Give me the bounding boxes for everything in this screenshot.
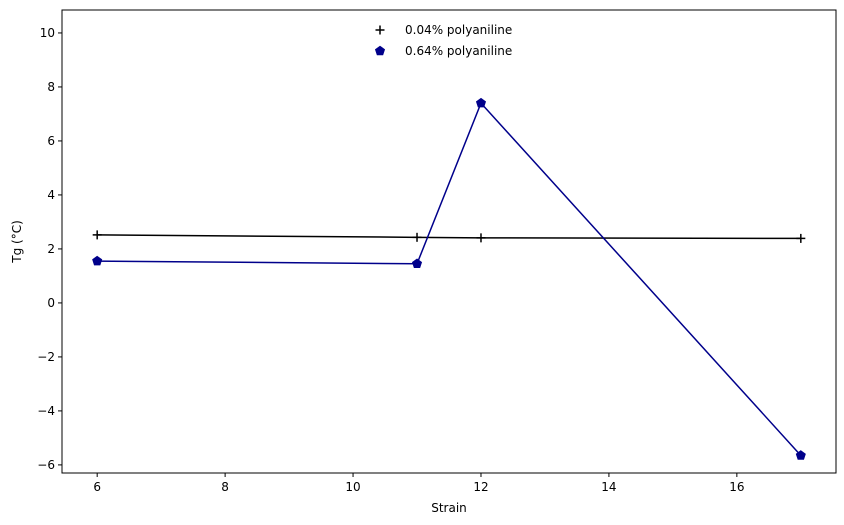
x-tick-label: 16 [729,480,744,494]
x-tick-label: 6 [93,480,101,494]
y-tick-label: −2 [37,350,55,364]
y-tick-label: 6 [47,134,55,148]
x-tick-label: 10 [345,480,360,494]
series-line-1 [97,234,801,240]
data-point-series-2 [795,450,806,460]
data-point-series-1 [796,233,806,243]
x-tick-label: 14 [601,480,616,494]
y-tick-label: 10 [40,26,55,40]
data-point-series-2 [475,97,487,108]
y-tick-label: 0 [47,296,55,310]
data-point-series-1 [476,233,486,243]
data-point-series-1 [92,230,102,240]
y-tick-label: 4 [47,188,55,202]
y-tick-label: 8 [47,80,55,94]
legend: 0.04% polyaniline 0.64% polyaniline [374,23,512,58]
x-axis-ticks: 6 8 10 12 14 16 [93,473,744,494]
y-tick-label: −4 [37,404,55,418]
legend-marker-1 [375,25,385,35]
plot-frame [61,9,837,474]
x-axis-label: Strain [431,501,467,515]
legend-label-1: 0.04% polyaniline [405,23,512,37]
data-point-series-2 [92,255,103,266]
x-tick-label: 8 [221,480,229,494]
series-line-2 [97,101,802,456]
legend-marker-2 [374,45,386,56]
y-tick-label: −6 [37,458,55,472]
y-tick-label: 2 [47,242,55,256]
y-axis-label: Tg (°C) [10,220,24,264]
y-axis-ticks: −6 −4 −2 0 2 4 6 8 10 [37,26,62,472]
x-tick-label: 12 [473,480,488,494]
data-point-series-1 [412,232,422,242]
plot-background [62,10,836,473]
legend-label-2: 0.64% polyaniline [405,44,512,58]
data-point-series-2 [411,258,423,269]
series-layer [92,97,806,460]
